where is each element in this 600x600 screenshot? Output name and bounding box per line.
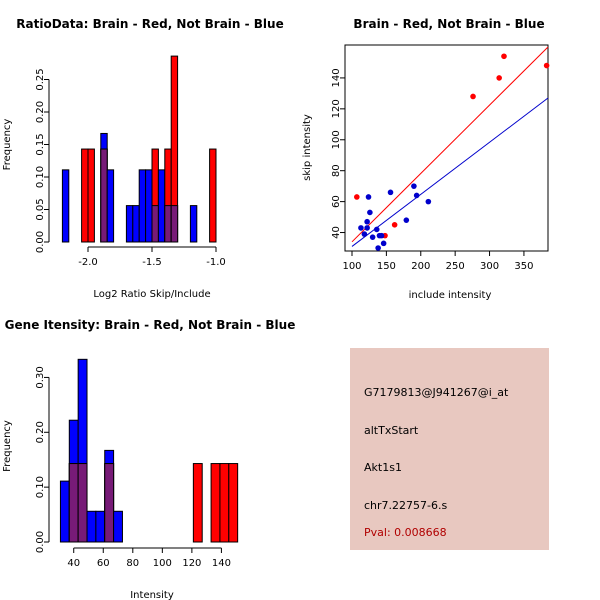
panel3-bar-not-brain (59, 480, 70, 543)
panel3-bar-not-brain (113, 510, 123, 543)
event-type-text: altTxStart (364, 424, 419, 437)
panel1-y-tick-label: 0.10 (35, 166, 46, 188)
panel3-x-tick-label: 80 (126, 558, 139, 569)
panel1-bar-not-brain (157, 169, 166, 243)
panel3-x-tick-label: 40 (67, 558, 80, 569)
panel2-y-tick-label: 100 (331, 130, 342, 149)
panel3-y-tick-label: 0.00 (35, 531, 46, 553)
panel1-bar-overlap (170, 205, 179, 243)
panel2-point-not-brain (387, 189, 394, 196)
panel2-point-not-brain (403, 217, 410, 223)
panel1-bar-not-brain (132, 205, 140, 243)
panel1-bar-not-brain (138, 169, 147, 243)
panel2-point-not-brain (380, 240, 387, 247)
panel2-point-brain (543, 62, 550, 69)
panel2-y-tick-label: 80 (331, 164, 342, 177)
panel2-point-not-brain (425, 198, 432, 205)
panel2-point-not-brain (411, 183, 417, 189)
panel2-title: Brain - Red, Not Brain - Blue (353, 17, 544, 31)
panel2-point-not-brain (365, 194, 372, 200)
panel3-y-axis-label: Frequency (2, 420, 13, 472)
panel1-bar-brain (87, 148, 95, 243)
location-text: chr7.22757-6.s (364, 499, 448, 512)
panel3-y-tick-label: 0.10 (35, 476, 46, 498)
panel2-point-not-brain (364, 225, 370, 231)
panel1-y-tick-label: 0.15 (35, 133, 46, 155)
panel3-bar-not-brain (86, 510, 97, 543)
panel1-y-tick-label: 0.05 (35, 198, 46, 220)
panel1-bar-not-brain (125, 205, 134, 243)
panel3-bar-overlap (104, 463, 115, 543)
panel2-point-brain (496, 75, 502, 81)
info-panel: G7179813@J941267@i_at altTxStart Akt1s1 … (350, 348, 549, 550)
panel2-point-brain (470, 93, 476, 100)
panel2-point-brain (354, 194, 360, 200)
panel1-y-axis-label: Frequency (2, 119, 13, 171)
pval-text: Pval: 0.008668 (364, 526, 447, 539)
panel3-bar-overlap (77, 463, 88, 543)
panel3-bar-overlap (68, 463, 79, 543)
panel2-y-axis-label: skip intensity (302, 114, 313, 181)
panel2-y-tick-label: 40 (331, 226, 342, 239)
panel2-point-not-brain (367, 209, 373, 216)
panel1-y-tick-label: 0.00 (35, 231, 46, 253)
panel2-point-brain (391, 222, 398, 228)
panel1-x-tick-label: -1.5 (142, 257, 162, 268)
panel2-y-tick-label: 140 (331, 68, 342, 87)
gene-name-text: Akt1s1 (364, 461, 402, 474)
panel3-x-axis-label: Intensity (130, 590, 174, 600)
panel2-x-tick-label: 150 (377, 261, 396, 272)
panel2-point-brain (501, 53, 507, 60)
panel2-point-not-brain (375, 245, 381, 251)
panel1-bar-overlap (164, 205, 172, 243)
panel3-y-tick-label: 0.30 (35, 366, 46, 388)
panel2-x-tick-label: 200 (411, 261, 430, 272)
panel1-bar-not-brain (61, 169, 70, 243)
panel2-point-not-brain (358, 225, 364, 231)
panel1-y-tick-label: 0.25 (35, 68, 46, 90)
panel2-x-tick-label: 100 (342, 261, 361, 272)
panel2-fit-line-brain (351, 46, 549, 243)
panel2-point-not-brain (378, 232, 385, 239)
panel2-point-not-brain (364, 218, 370, 225)
panel2-x-axis-label: include intensity (409, 290, 492, 301)
panel3-bar-brain (192, 463, 203, 543)
panel3-x-tick-label: 100 (153, 558, 172, 569)
panel2-point-not-brain (361, 231, 368, 237)
panel1-bar-overlap (151, 205, 159, 243)
panel3-x-tick-label: 60 (97, 558, 110, 569)
panel1-bar-not-brain (189, 205, 198, 243)
panel2-x-tick-label: 300 (480, 261, 499, 272)
panel1-y-tick-label: 0.20 (35, 101, 46, 123)
panel2-point-not-brain (369, 234, 376, 240)
panel1-bar-not-brain (145, 169, 153, 243)
panel3-bar-not-brain (95, 510, 106, 543)
panel1-x-tick-label: -1.0 (206, 257, 226, 268)
panel3-bar-brain (228, 463, 239, 543)
panel3-bar-brain (210, 463, 221, 543)
panel2-y-tick-label: 120 (331, 99, 342, 118)
panel3-bar-brain (219, 463, 230, 543)
panel3-x-tick-label: 120 (182, 558, 201, 569)
panel1-bar-overlap (100, 148, 108, 243)
panel1-bar-not-brain (106, 169, 115, 243)
panel2-fit-line-not-brain (351, 97, 549, 247)
panel2-point-not-brain (373, 226, 380, 233)
panel2-x-tick-label: 350 (514, 261, 533, 272)
panel2-point-not-brain (413, 192, 420, 199)
panel1-bar-brain (209, 148, 217, 243)
probe-id-text: G7179813@J941267@i_at (364, 386, 509, 399)
panel1-x-tick-label: -2.0 (78, 257, 98, 268)
panel1-bar-brain (81, 148, 89, 243)
panel3-y-tick-label: 0.20 (35, 421, 46, 443)
panel1-title: RatioData: Brain - Red, Not Brain - Blue (16, 17, 283, 31)
panel2-x-tick-label: 250 (446, 261, 465, 272)
panel3-x-tick-label: 140 (212, 558, 231, 569)
panel1-x-axis-label: Log2 Ratio Skip/Include (93, 289, 210, 300)
panel3-title: Gene Itensity: Brain - Red, Not Brain - … (5, 318, 296, 332)
panel2-y-tick-label: 60 (331, 195, 342, 208)
